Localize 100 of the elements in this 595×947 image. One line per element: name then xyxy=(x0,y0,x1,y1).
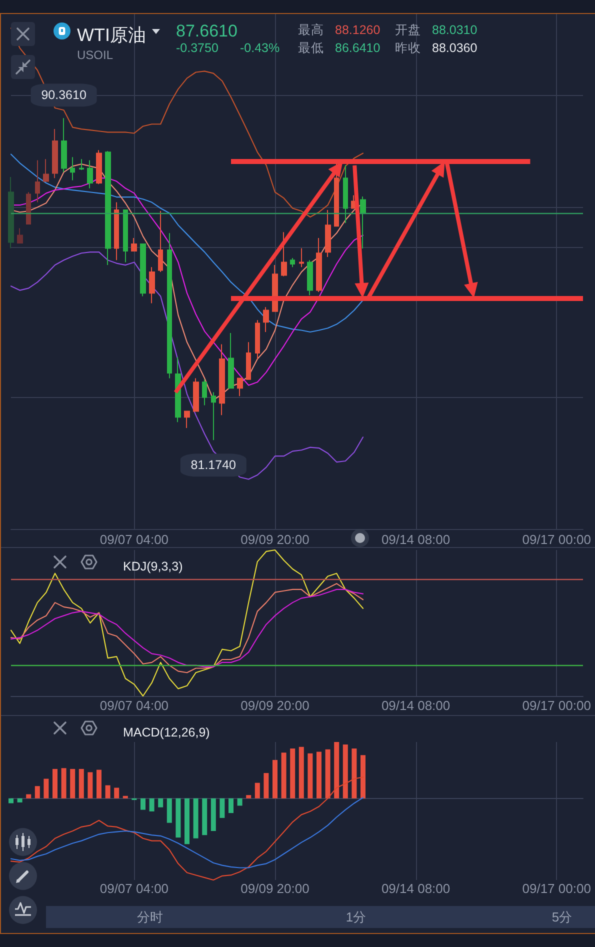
candlestick xyxy=(26,192,31,225)
bar xyxy=(316,752,322,798)
bar xyxy=(44,778,49,798)
candlestick xyxy=(52,128,58,179)
bar xyxy=(176,798,181,838)
annotation: 开盘 xyxy=(395,23,421,37)
bar xyxy=(8,798,14,804)
candlestick xyxy=(131,238,137,252)
bar xyxy=(281,752,286,798)
annotation: 90.3610 xyxy=(41,88,86,102)
bar xyxy=(70,768,76,798)
candlestick xyxy=(8,176,14,249)
candlestick xyxy=(325,210,331,258)
annotation: 昨收 xyxy=(395,41,421,55)
x-tick-label: 09/14 08:00 xyxy=(381,532,450,547)
text: KDJ(9,3,3) xyxy=(123,560,183,574)
candlestick xyxy=(70,156,75,181)
bar xyxy=(342,744,348,798)
annotation: 最高 xyxy=(298,22,324,37)
bar xyxy=(114,788,120,798)
candlestick xyxy=(219,344,225,416)
bar xyxy=(96,770,102,798)
candlestick xyxy=(290,258,295,268)
bar xyxy=(325,749,330,798)
candlestick xyxy=(237,378,243,397)
annotation: 87.6610 xyxy=(176,22,238,40)
bar xyxy=(264,773,269,798)
annotation: 88.1260 xyxy=(335,23,380,37)
annotation: -0.43% xyxy=(240,41,280,55)
candlestick xyxy=(299,248,304,268)
bar xyxy=(78,768,84,798)
bar xyxy=(34,786,40,798)
x-tick-label: 09/09 20:00 xyxy=(240,698,310,713)
bar xyxy=(360,755,366,798)
candlestick xyxy=(140,244,146,297)
candlestick xyxy=(149,266,155,304)
bar xyxy=(184,798,190,844)
candlestick xyxy=(360,196,366,250)
candlestick xyxy=(17,228,23,244)
bar xyxy=(61,768,66,798)
candlestick xyxy=(316,238,322,293)
candlestick xyxy=(96,150,102,185)
x-tick-label: 09/17 00:00 xyxy=(522,532,591,547)
bar xyxy=(272,760,278,798)
bar xyxy=(88,772,93,798)
bar xyxy=(254,782,260,798)
candlestick xyxy=(281,232,287,277)
bar xyxy=(149,798,154,812)
bar xyxy=(352,748,357,798)
text: 分时 xyxy=(137,910,163,924)
candlestick xyxy=(105,150,111,266)
candlestick xyxy=(43,158,49,182)
bar xyxy=(228,798,234,814)
bar xyxy=(122,796,128,798)
candlestick xyxy=(123,210,128,263)
candlestick xyxy=(263,306,269,332)
annotation: 81.1740 xyxy=(190,458,236,472)
bar xyxy=(17,798,22,802)
candlestick xyxy=(307,260,313,296)
annotation: -0.3750 xyxy=(176,41,218,55)
bar xyxy=(334,742,340,798)
candlestick xyxy=(202,378,207,406)
bar xyxy=(166,798,172,823)
x-tick-label: 09/14 08:00 xyxy=(381,698,450,713)
bar xyxy=(105,785,110,798)
bar xyxy=(237,798,242,806)
candlestick xyxy=(343,164,348,224)
annotation: 最低 xyxy=(298,41,324,55)
x-tick-label: 09/07 04:00 xyxy=(100,881,169,896)
bar xyxy=(158,798,164,808)
text: WTI原油 xyxy=(77,25,146,45)
annotation: 86.6410 xyxy=(335,41,380,55)
candlestick xyxy=(228,332,234,389)
chart-title: MACD(12,26,9) xyxy=(123,726,210,740)
candlestick xyxy=(255,320,260,360)
x-tick-label: 09/17 00:00 xyxy=(522,698,591,713)
candlestick xyxy=(79,158,84,171)
candlestick xyxy=(61,118,67,173)
bar xyxy=(193,798,198,838)
bar xyxy=(290,748,296,798)
bar xyxy=(246,795,252,798)
text: 5分 xyxy=(552,910,572,924)
bar xyxy=(308,753,313,798)
candlestick xyxy=(193,378,199,412)
candlestick xyxy=(246,342,251,380)
x-tick-label: 09/09 20:00 xyxy=(240,881,310,896)
candlestick xyxy=(158,210,163,273)
candlestick xyxy=(87,160,93,189)
candlestick xyxy=(35,160,40,203)
bar xyxy=(220,798,225,818)
candlestick xyxy=(167,232,172,379)
x-tick-label: 09/07 04:00 xyxy=(100,698,169,713)
bar xyxy=(26,794,32,798)
bar xyxy=(298,746,304,798)
x-tick-label: 09/14 08:00 xyxy=(381,881,450,896)
x-tick-label: 09/17 00:00 xyxy=(522,881,591,896)
bar xyxy=(210,798,216,832)
annotation: 88.0310 xyxy=(432,23,478,37)
x-tick-label: 09/09 20:00 xyxy=(240,532,310,547)
bar xyxy=(140,798,146,810)
